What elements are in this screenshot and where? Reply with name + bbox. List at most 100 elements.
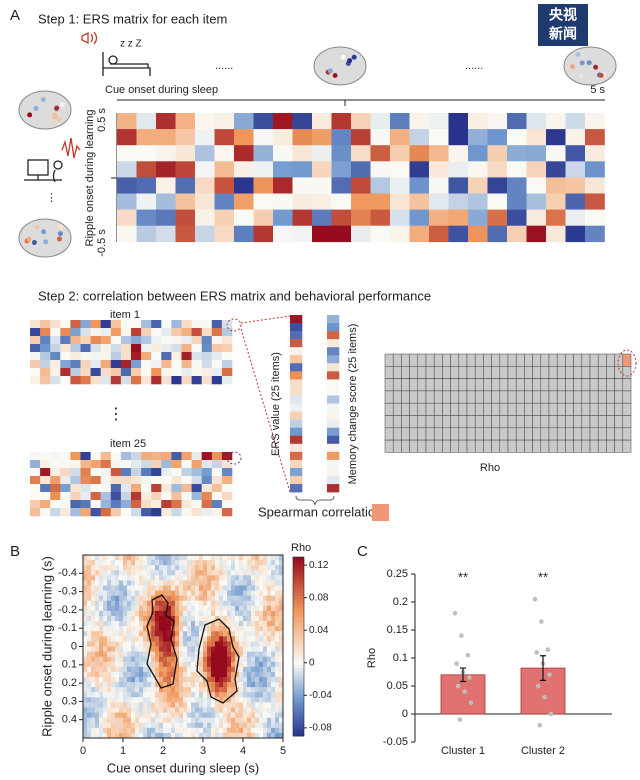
heat-cell [239,610,244,617]
heat-cell [195,610,200,617]
grid-cell [499,366,509,379]
heat-cell [203,626,208,632]
heat-cell [127,565,132,571]
heat-cell [143,682,148,688]
heat-cell [115,595,120,602]
matrix-cell [131,508,142,517]
heat-cell [255,610,260,617]
grid-cell [556,378,566,392]
heat-cell [83,727,88,734]
heat-cell [215,671,220,678]
heat-cell [171,560,176,566]
y-tick-label: 0.3 [62,695,77,707]
heat-cell [247,560,252,566]
heat-cell [211,610,216,617]
grid-cell [614,415,624,429]
heat-cell [163,560,168,566]
matrix-cell [90,452,101,461]
heat-cell [271,651,276,658]
heat-cell [199,610,204,617]
heat-cell [211,727,216,734]
heat-cell [87,646,92,652]
heat-cell [91,712,96,719]
grid-cell [614,427,624,441]
heat-cell [179,595,184,602]
heat-cell [147,666,152,673]
heat-cell [175,641,180,647]
heat-cell [111,697,116,703]
heat-cell [143,671,148,678]
heat-cell [275,702,280,708]
grid-cell [417,402,427,416]
matrix-cell [181,452,192,461]
matrix-cell [390,113,410,130]
colorbar-cell [293,610,304,615]
heat-cell [135,692,140,698]
matrix-cell [151,492,162,501]
heat-cell [251,677,256,683]
heat-cell [127,712,132,719]
heat-cell [115,682,120,688]
heat-cell [139,555,144,561]
heat-cell [147,697,152,703]
matrix-cell [60,492,71,501]
heat-cell [263,732,268,739]
heat-cell [255,621,260,627]
heat-cell [215,610,220,617]
grid-cell [491,415,501,429]
heat-cell [123,651,128,658]
heat-cell [223,702,228,708]
heat-cell [279,595,284,602]
grid-cell [581,366,591,379]
grid-cell [573,353,583,367]
matrix-cell [191,344,202,353]
matrix-cell [40,328,51,337]
grid-cell [622,415,632,429]
ellipsis: ...... [465,60,483,72]
heat-cell [187,646,192,652]
heat-cell [143,590,148,597]
matrix-cell [565,113,586,130]
heat-cell [247,570,252,576]
heat-cell [175,590,180,597]
heat-cell [159,621,164,627]
grid-cell [532,390,542,404]
heat-cell [227,727,232,734]
heat-cell [271,590,276,597]
matrix-cell [487,193,508,210]
heat-cell [255,580,260,586]
heat-cell [271,560,276,566]
heat-cell [259,707,264,713]
matrix-cell [181,484,192,493]
heat-cell [215,565,220,571]
heat-cell [247,580,252,586]
heat-cell [155,702,160,708]
heat-cell [103,605,108,612]
matrix-cell [201,452,213,461]
matrix-cell [211,344,223,353]
heat-cell [95,590,100,597]
heat-cell [143,585,148,591]
heat-cell [183,722,188,729]
heat-cell [195,702,200,708]
heat-cell [279,687,284,693]
heat-cell [119,641,124,647]
heat-cell [207,677,212,683]
heat-cell [219,656,224,663]
heat-cell [83,692,88,698]
matrix-cell [40,368,51,377]
heat-cell [163,656,168,663]
heat-cell [235,560,240,566]
heat-cell [119,687,124,693]
heat-cell [175,712,180,719]
heat-cell [259,687,264,693]
matrix-cell [100,508,112,517]
matrix-cell [546,193,566,210]
matrix-cell [214,193,235,210]
matrix-cell [507,113,527,130]
heat-cell [199,717,204,724]
heat-cell [131,590,136,597]
matrix-cell [214,129,235,146]
heat-cell [103,727,108,734]
y-label: Ripple onset during learning (s) [39,556,54,737]
